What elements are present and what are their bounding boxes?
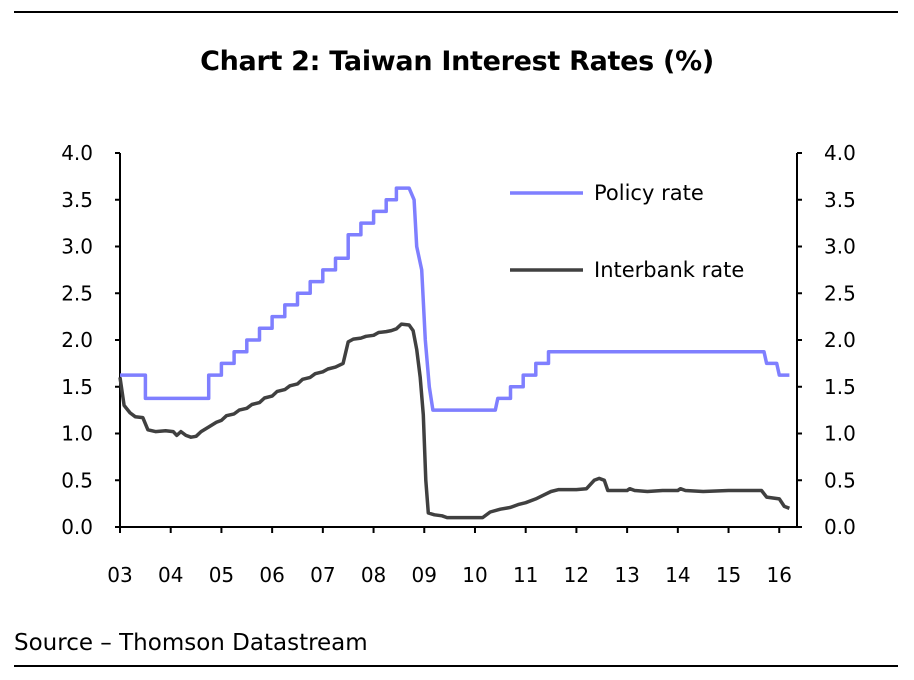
axes: 0.0 0.0 0.5 0.5 1.0 1.0 1.5 1.5 2.0 2.0 2.5 2.5 3.0 3… (61, 141, 856, 587)
y-tick-label-right: 1.5 (824, 375, 856, 399)
series-lines (118, 186, 791, 520)
y-tick-label-left: 4.0 (61, 141, 93, 165)
x-tick-label: 06 (259, 563, 284, 587)
legend: Policy rate Interbank rate (510, 181, 744, 282)
y-tick-label-left: 0.0 (61, 515, 93, 539)
chart-title: Chart 2: Taiwan Interest Rates (%) (200, 46, 714, 77)
y-tick-label-left: 2.5 (61, 281, 93, 305)
y-tick-label-right: 3.0 (824, 235, 856, 259)
y-tick-label-left: 2.0 (61, 328, 93, 352)
legend-label-policy-rate: Policy rate (594, 181, 704, 205)
y-tick-label-right: 4.0 (824, 141, 856, 165)
y-tick-label-right: 1.0 (824, 422, 856, 446)
x-tick-label: 07 (310, 563, 335, 587)
y-tick-label-left: 3.0 (61, 235, 93, 259)
x-tick-label: 09 (412, 563, 437, 587)
x-tick-label: 10 (462, 563, 487, 587)
legend-label-interbank-rate: Interbank rate (594, 258, 744, 282)
bottom-rule (14, 665, 898, 667)
y-tick-label-right: 0.5 (824, 468, 856, 492)
y-tick-label-right: 0.0 (824, 515, 856, 539)
y-tick-label-left: 0.5 (61, 468, 93, 492)
x-tick-label: 12 (564, 563, 589, 587)
x-tick-label: 05 (209, 563, 234, 587)
y-tick-label-left: 1.5 (61, 375, 93, 399)
y-tick-label-left: 3.5 (61, 188, 93, 212)
series-line-policy-rate (120, 186, 790, 412)
x-tick-label: 11 (513, 563, 538, 587)
top-rule (14, 11, 898, 13)
series-line-interbank-rate (118, 322, 791, 520)
x-tick-label: 04 (158, 563, 183, 587)
y-tick-label-right: 3.5 (824, 188, 856, 212)
x-tick-label: 13 (614, 563, 639, 587)
y-tick-label-right: 2.5 (824, 281, 856, 305)
x-tick-label: 08 (361, 563, 386, 587)
y-tick-label-right: 2.0 (824, 328, 856, 352)
x-tick-label: 03 (107, 563, 132, 587)
x-tick-label: 16 (767, 563, 792, 587)
y-tick-label-left: 1.0 (61, 422, 93, 446)
source-note: Source – Thomson Datastream (14, 630, 368, 656)
x-tick-label: 14 (665, 563, 690, 587)
x-tick-label: 15 (716, 563, 741, 587)
